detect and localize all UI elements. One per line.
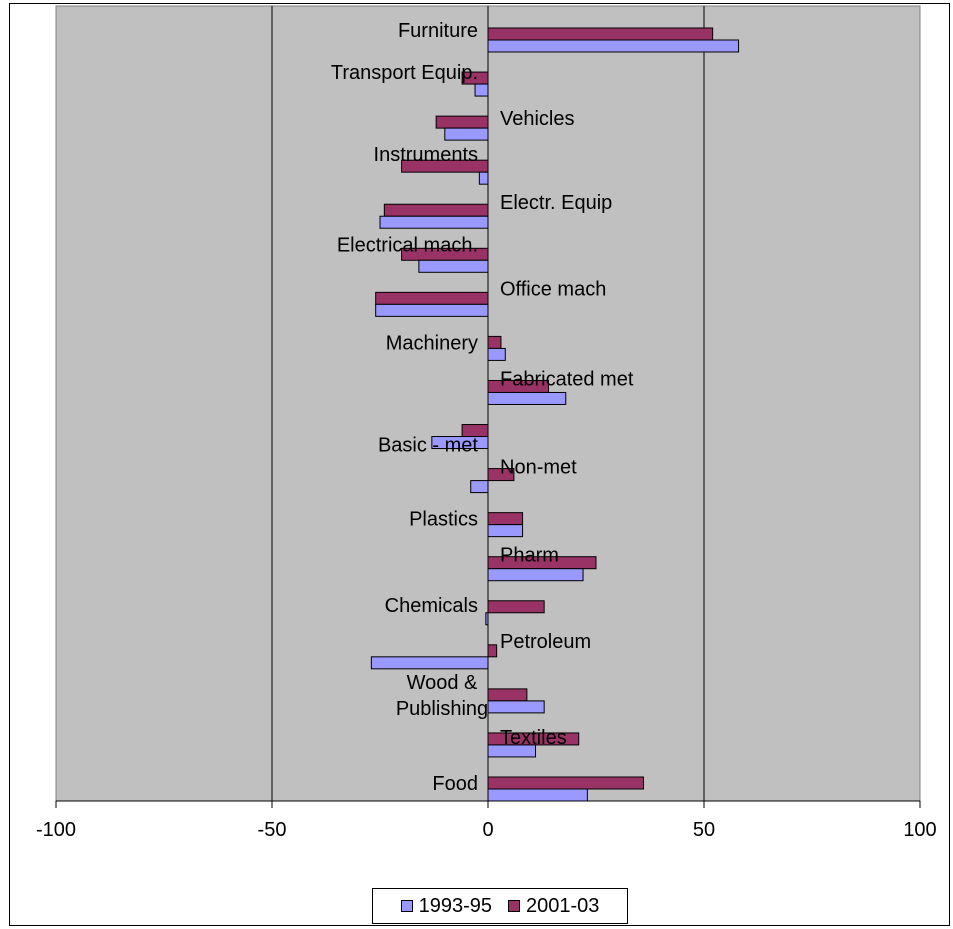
bar-1993-95 bbox=[487, 788, 588, 802]
x-tick-label: -50 bbox=[258, 819, 287, 841]
bar-2001-03 bbox=[383, 203, 489, 217]
legend-label: 1993-95 bbox=[418, 894, 492, 917]
chart-frame: -100 -50 0 50 100 Furniture Transport Equip. Ve… bbox=[9, 3, 950, 926]
bar-2001-03 bbox=[487, 644, 498, 658]
chart-svg: -100 -50 0 50 100 Furniture Transport Equip. Ve… bbox=[36, 5, 937, 841]
bar-1993-95 bbox=[431, 436, 489, 450]
category-label: Machinery bbox=[386, 332, 478, 354]
bar-2001-03 bbox=[487, 776, 645, 790]
bar-1993-95 bbox=[487, 347, 506, 361]
bar-1993-95 bbox=[375, 303, 489, 317]
legend-label: 2001-03 bbox=[526, 894, 600, 917]
category-label: Furniture bbox=[398, 20, 478, 42]
legend-swatch bbox=[400, 900, 413, 912]
bar-1993-95 bbox=[487, 700, 545, 714]
category-label: Electrical mach. bbox=[337, 234, 478, 256]
bar-2001-03 bbox=[401, 159, 489, 173]
legend-item: 1993-95 bbox=[400, 894, 492, 918]
bar-1993-95 bbox=[444, 127, 489, 141]
x-tick-label: 100 bbox=[903, 819, 936, 841]
category-label: Food bbox=[432, 773, 478, 795]
bar-2001-03 bbox=[487, 512, 524, 526]
bar-2001-03 bbox=[487, 468, 515, 482]
bar-1993-95 bbox=[478, 171, 489, 185]
category-label: Petroleum bbox=[500, 631, 591, 653]
legend: 1993-95 2001-03 bbox=[372, 888, 628, 924]
bar-1993-95 bbox=[487, 39, 740, 53]
category-label: Pharm bbox=[500, 545, 559, 567]
category-label: Basic - met bbox=[378, 435, 478, 457]
bar-1993-95 bbox=[487, 568, 584, 582]
category-label: Plastics bbox=[409, 509, 478, 531]
bar-1993-95 bbox=[474, 83, 489, 97]
bar-1993-95 bbox=[487, 391, 567, 405]
x-tick-label: -100 bbox=[36, 819, 76, 841]
category-label: Electr. Equip bbox=[500, 192, 612, 214]
bar-1993-95 bbox=[485, 612, 489, 626]
category-label: Publishing bbox=[396, 698, 488, 720]
category-label: Office mach bbox=[500, 278, 606, 300]
bar-2001-03 bbox=[487, 27, 714, 41]
bar-1993-95 bbox=[487, 744, 537, 758]
bar-1993-95 bbox=[370, 656, 489, 670]
legend-item: 2001-03 bbox=[508, 895, 599, 918]
bar-2001-03 bbox=[487, 600, 545, 614]
category-label: Textiles bbox=[500, 727, 567, 749]
bar-2001-03 bbox=[487, 335, 502, 349]
category-label: Chemicals bbox=[385, 595, 478, 617]
category-label: Instruments bbox=[374, 144, 478, 166]
x-tick-label: 50 bbox=[693, 819, 715, 841]
category-label: Wood & bbox=[407, 672, 478, 694]
bar-1993-95 bbox=[487, 524, 524, 538]
bar-1993-95 bbox=[418, 259, 489, 273]
bar-2001-03 bbox=[435, 115, 489, 129]
legend-swatch bbox=[508, 900, 520, 912]
bar-1993-95 bbox=[379, 215, 489, 229]
bar-1993-95 bbox=[470, 480, 489, 494]
x-tick-label: 0 bbox=[482, 819, 493, 841]
category-label: Fabricated met bbox=[500, 368, 634, 390]
category-label: Vehicles bbox=[500, 108, 575, 130]
category-label: Non-met bbox=[500, 457, 577, 479]
bar-2001-03 bbox=[487, 688, 528, 702]
bar-2001-03 bbox=[375, 291, 489, 305]
category-label: Transport Equip. bbox=[331, 62, 478, 84]
